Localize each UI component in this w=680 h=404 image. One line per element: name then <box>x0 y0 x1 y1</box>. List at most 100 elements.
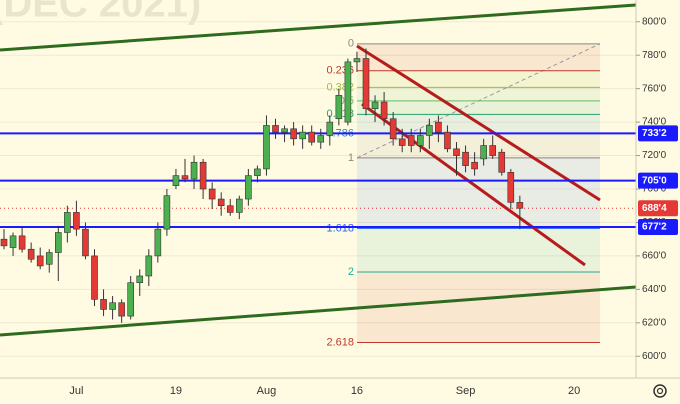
x-tick-label: Jul <box>69 385 83 397</box>
trend-line <box>356 44 601 202</box>
candle-body <box>181 175 189 180</box>
x-tick-label: 16 <box>351 385 363 397</box>
candle-body <box>498 151 506 173</box>
candle-body <box>308 131 316 143</box>
channel-line <box>0 3 636 52</box>
price-label: 733'2 <box>642 128 667 139</box>
candle-body <box>489 145 497 156</box>
candle-body <box>435 121 442 133</box>
candle-body <box>45 252 53 265</box>
candle-body <box>299 131 306 140</box>
candle-body <box>64 212 71 233</box>
candle-body <box>9 235 17 248</box>
candle-body <box>109 302 116 310</box>
plot-area: (DEC 2021) 00.2360.3820.50.6180.78611.61… <box>0 0 636 357</box>
x-tick-label: Aug <box>257 385 277 397</box>
y-tick-label: 600'0 <box>642 351 667 362</box>
y-tick-label: 700'0 <box>642 184 667 195</box>
candle-body <box>317 135 325 143</box>
price-label: 705'0 <box>642 175 667 186</box>
fib-band <box>357 87 600 101</box>
candle-body <box>462 151 469 166</box>
candle-body <box>163 195 171 230</box>
x-tick-label: 19 <box>170 385 182 397</box>
candle-body <box>371 101 379 110</box>
x-tick-label: 20 <box>568 385 580 397</box>
fib-band <box>357 100 600 115</box>
candle-body <box>199 161 207 190</box>
candle-body <box>254 168 261 176</box>
candle-body <box>416 135 424 146</box>
candle-body <box>344 61 352 123</box>
candle-body <box>236 198 243 213</box>
price-label-box <box>638 200 678 217</box>
candle-body <box>507 171 515 203</box>
y-tick-label: 800'0 <box>642 16 667 27</box>
candle-body <box>380 101 388 120</box>
fib-label: 1.618 <box>326 222 354 234</box>
y-tick-label: 720'0 <box>642 150 667 161</box>
candle-body <box>480 145 487 160</box>
candle-body <box>127 282 134 317</box>
gear[interactable] <box>653 384 667 398</box>
fib-label: 2.618 <box>326 336 354 348</box>
candle-body <box>389 118 397 140</box>
candle-body <box>82 228 89 257</box>
fib-band <box>357 133 600 158</box>
candle-body <box>100 299 107 310</box>
candle-body <box>36 255 44 267</box>
channel-line <box>0 285 636 337</box>
candle-body <box>208 188 216 200</box>
candle-body <box>172 175 180 186</box>
candle-body <box>245 175 252 200</box>
y-tick-label: 760'0 <box>642 83 667 94</box>
y-tick-label: 660'0 <box>642 251 667 262</box>
price-label-box <box>638 219 678 236</box>
price-label: 688'4 <box>642 203 667 214</box>
candle-body <box>27 248 35 260</box>
candle-body <box>407 135 415 146</box>
y-tick-label: 620'0 <box>642 317 667 328</box>
candle-body <box>217 198 225 207</box>
trend-line <box>361 102 586 267</box>
fib-band <box>357 157 600 229</box>
candle-body <box>54 232 62 253</box>
candle-body <box>398 138 406 146</box>
gear-hub[interactable] <box>656 387 664 395</box>
candle-body <box>91 255 98 300</box>
fib-label: 0 <box>348 38 354 50</box>
fib-label: 1 <box>348 152 354 164</box>
candle-body <box>353 58 361 63</box>
price-label: 677'2 <box>642 222 667 233</box>
candle-body <box>263 125 270 170</box>
y-tick-label: 780'0 <box>642 50 667 61</box>
candle-body <box>136 275 144 283</box>
candle-body <box>118 302 125 317</box>
settings-icon[interactable] <box>653 384 667 398</box>
candle-body <box>0 238 8 247</box>
fib-band <box>357 271 600 343</box>
candle-body <box>281 128 288 133</box>
candle-body <box>272 125 279 133</box>
candle-body <box>453 148 460 156</box>
candle-body <box>190 161 198 180</box>
y-tick-label: 740'0 <box>642 117 667 128</box>
fib-band <box>357 228 600 272</box>
candle-body <box>145 255 153 277</box>
fib-band <box>357 43 600 71</box>
candle-body <box>444 131 451 150</box>
fib-band <box>357 70 600 88</box>
candle-body <box>426 125 433 136</box>
y-tick-label: 640'0 <box>642 284 667 295</box>
candle-body <box>18 235 26 250</box>
candle-body <box>362 58 370 110</box>
price-label-box <box>638 125 678 142</box>
x-tick-label: Sep <box>456 385 476 397</box>
candle-body <box>73 212 80 230</box>
candle-body <box>154 228 162 257</box>
candle-body <box>290 128 297 140</box>
candle-body <box>226 205 234 213</box>
price-label-box <box>638 172 678 189</box>
